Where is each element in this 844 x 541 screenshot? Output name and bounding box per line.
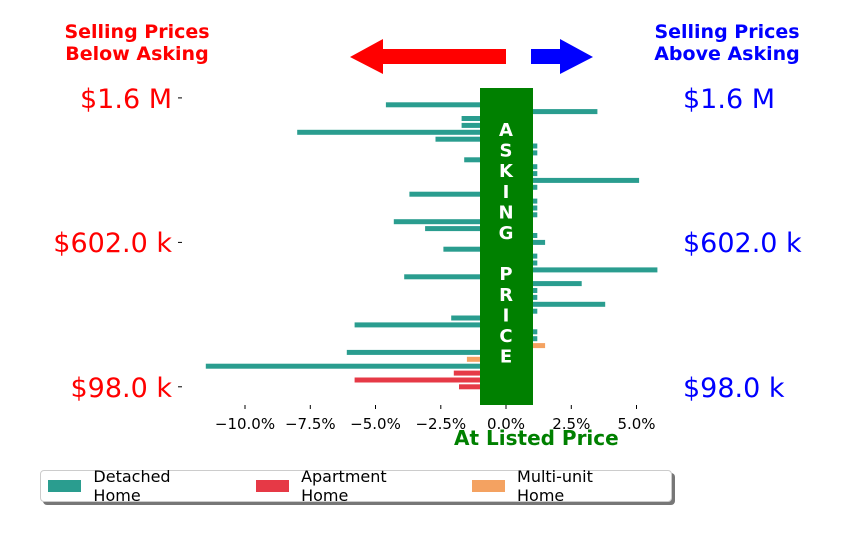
x-tick-label-2: −5.0% <box>350 415 401 433</box>
y-label-left-top: $1.6 M <box>80 84 172 115</box>
apartment-bar-0 <box>453 370 506 376</box>
detached-bar-0 <box>385 102 506 108</box>
detached-bar-24 <box>506 267 658 273</box>
band-letter-10: C <box>499 326 512 347</box>
y-label-right-top: $1.6 M <box>683 84 775 115</box>
band-letter-1: S <box>500 141 513 162</box>
detached-bar-17 <box>393 219 506 225</box>
x-axis-title: At Listed Price <box>454 426 619 450</box>
detached-bar-26 <box>506 281 582 287</box>
detached-bar-32 <box>354 322 506 328</box>
band-letter-11: E <box>500 347 512 368</box>
detached-bar-35 <box>346 349 506 355</box>
detached-bar-25 <box>404 274 506 280</box>
x-tick-label-0: −10.0% <box>215 415 275 433</box>
apartment-bar-1 <box>354 377 506 383</box>
direction-arrows <box>350 39 593 74</box>
x-tick-label-5: 2.5% <box>552 415 590 433</box>
detached-bar-11 <box>506 177 640 183</box>
detached-bar-31 <box>451 315 506 321</box>
band-letter-0: A <box>499 120 513 141</box>
x-tick-label-6: 5.0% <box>617 415 655 433</box>
y-label-right-mid: $602.0 k <box>683 228 802 259</box>
y-label-left-bottom: $98.0 k <box>70 373 172 404</box>
detached-bar-13 <box>409 191 506 197</box>
legend-swatch-detached <box>48 480 82 492</box>
band-letter-9: I <box>503 305 510 326</box>
above-asking-header: Selling Prices Above Asking <box>654 21 800 65</box>
detached-bar-29 <box>506 301 606 307</box>
band-letter-2: K <box>499 161 514 182</box>
x-tick-label-3: −2.5% <box>415 415 466 433</box>
legend: Detached Home Apartment Home Multi-unit … <box>40 467 672 505</box>
band-letter-5: G <box>499 223 514 244</box>
axis-layer: −10.0% −7.5% −5.0% −2.5% 0.0% 2.5% 5.0% <box>178 97 656 433</box>
legend-label-detached: Detached Home <box>93 467 171 505</box>
legend-label-apartment: Apartment Home <box>301 467 387 505</box>
legend-item-multiunit: Multi-unit Home <box>471 467 643 505</box>
detached-bar-36 <box>205 363 507 369</box>
legend-item-apartment: Apartment Home <box>255 467 437 505</box>
below-asking-header: Selling Prices Below Asking <box>64 21 210 65</box>
detached-bar-18 <box>425 226 506 232</box>
asking-price-band <box>480 88 533 405</box>
legend-label-multiunit: Multi-unit Home <box>517 467 593 505</box>
y-label-right-bottom: $98.0 k <box>683 373 785 404</box>
arrow-right-icon <box>531 39 593 74</box>
bars-layer <box>205 102 658 390</box>
legend-swatch-multiunit <box>471 480 506 492</box>
legend-swatch-apartment <box>255 480 290 492</box>
x-tick-label-4: 0.0% <box>487 415 525 433</box>
band-letter-3: I <box>503 182 510 203</box>
detached-bar-21 <box>443 246 506 252</box>
x-tick-label-1: −7.5% <box>285 415 336 433</box>
arrow-left-icon <box>350 39 506 74</box>
detached-bar-4 <box>297 129 506 135</box>
y-label-left-mid: $602.0 k <box>53 228 172 259</box>
band-letter-7: P <box>499 264 512 285</box>
detached-bar-1 <box>506 109 598 115</box>
detached-bar-5 <box>435 136 506 142</box>
band-letter-4: N <box>498 202 513 223</box>
legend-item-detached: Detached Home <box>48 467 221 505</box>
band-letter-8: R <box>499 285 513 306</box>
